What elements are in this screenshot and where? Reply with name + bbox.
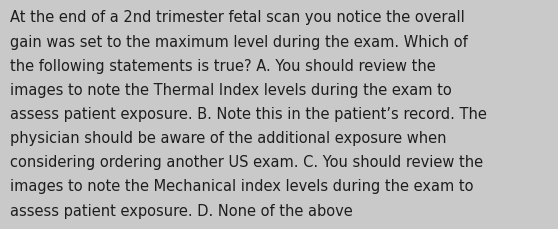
Text: physician should be aware of the additional exposure when: physician should be aware of the additio… (10, 131, 446, 145)
Text: gain was set to the maximum level during the exam. Which of: gain was set to the maximum level during… (10, 34, 468, 49)
Text: At the end of a 2nd trimester fetal scan you notice the overall: At the end of a 2nd trimester fetal scan… (10, 10, 465, 25)
Text: images to note the Mechanical index levels during the exam to: images to note the Mechanical index leve… (10, 179, 474, 194)
Text: the following statements is true? A. You should review the: the following statements is true? A. You… (10, 58, 436, 73)
Text: images to note the Thermal Index levels during the exam to: images to note the Thermal Index levels … (10, 82, 452, 97)
Text: assess patient exposure. B. Note this in the patient’s record. The: assess patient exposure. B. Note this in… (10, 106, 487, 121)
Text: assess patient exposure. D. None of the above: assess patient exposure. D. None of the … (10, 203, 353, 218)
Text: considering ordering another US exam. C. You should review the: considering ordering another US exam. C.… (10, 155, 483, 169)
